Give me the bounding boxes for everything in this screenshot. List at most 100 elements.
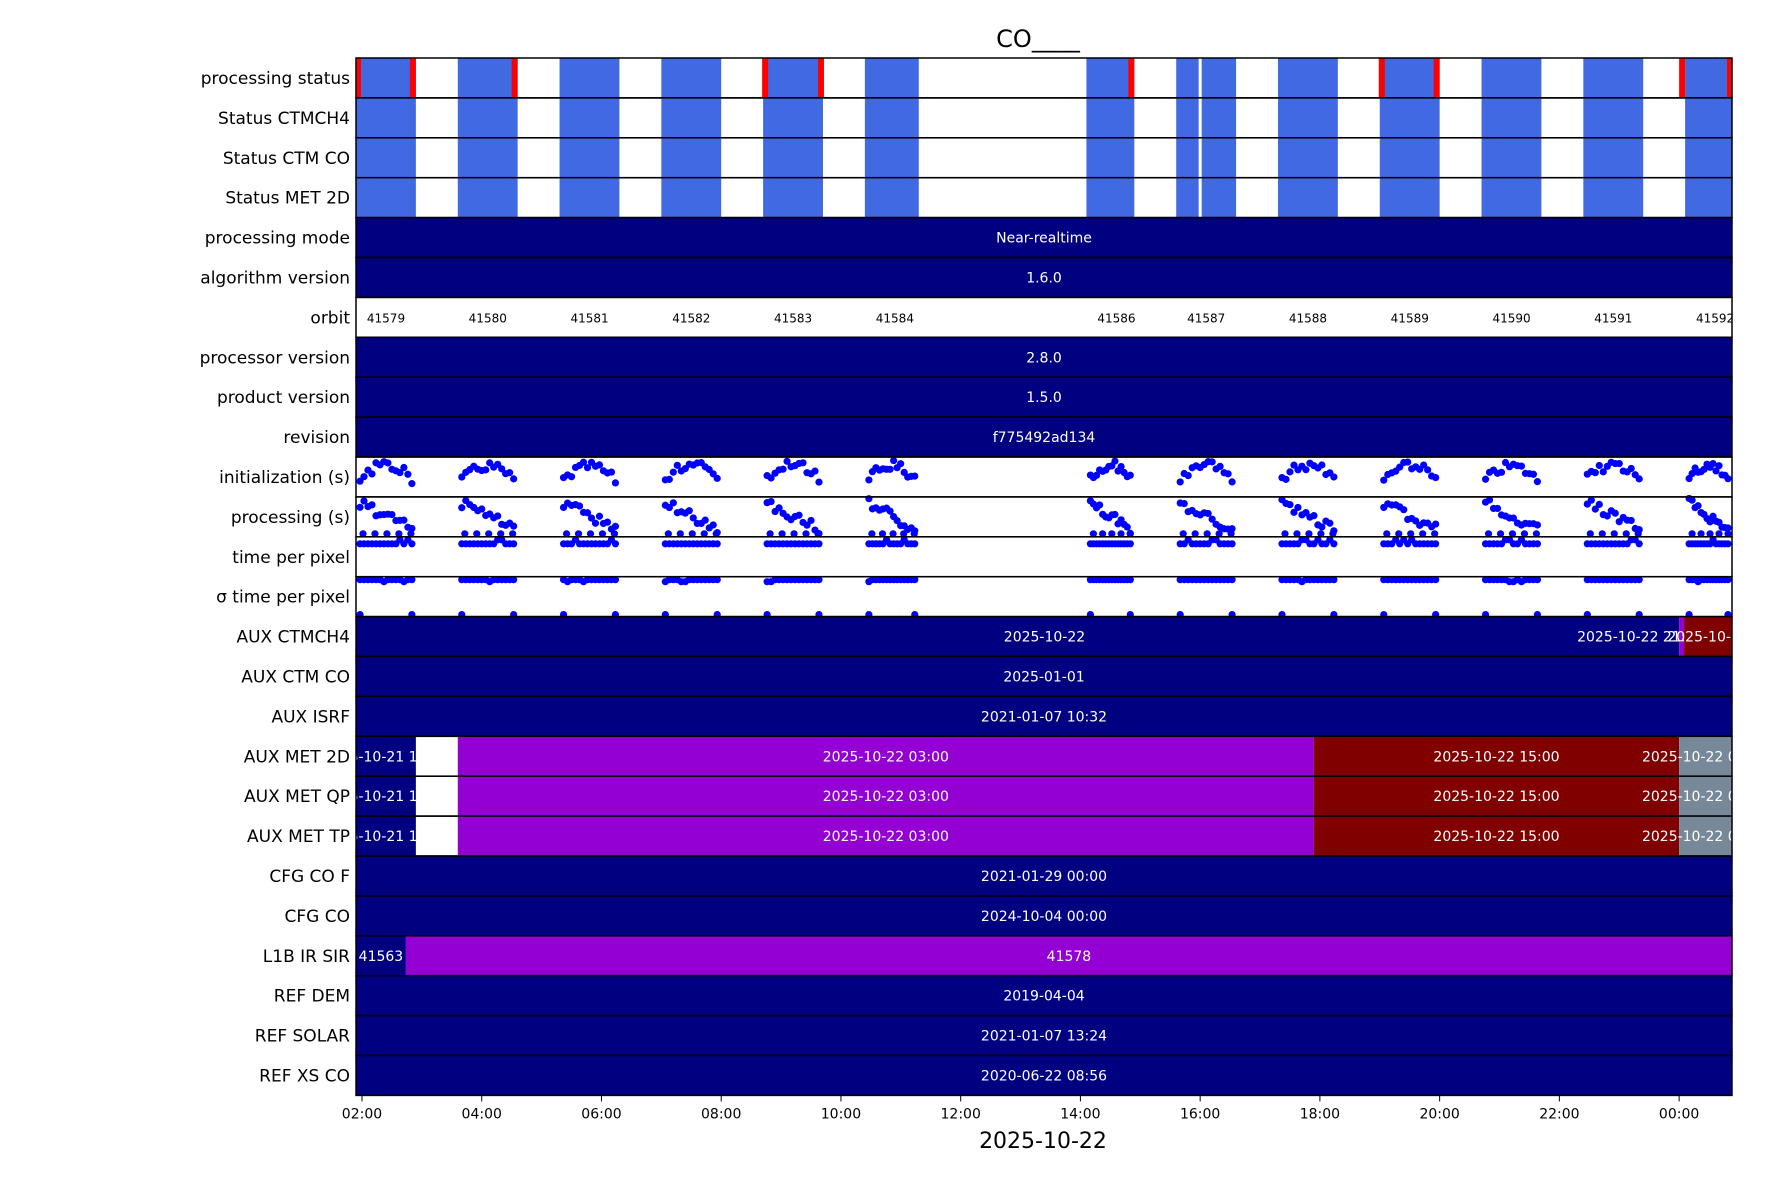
- segment-bar: [1313, 816, 1680, 856]
- orbit-label: 41588: [1289, 311, 1327, 325]
- segment-bar: [1679, 776, 1732, 817]
- data-point: [766, 530, 774, 538]
- data-point: [1395, 530, 1403, 538]
- data-point: [383, 530, 391, 538]
- row-content: [356, 137, 1732, 178]
- data-point: [1208, 515, 1216, 523]
- data-point: [1627, 464, 1635, 473]
- data-point: [562, 530, 571, 538]
- row-processing-s: processing (s): [231, 494, 1733, 538]
- data-point: [1595, 500, 1603, 508]
- segment-bar: [1313, 776, 1680, 817]
- data-point: [1508, 530, 1517, 538]
- data-point: [458, 473, 466, 481]
- status-bar: [1481, 97, 1542, 138]
- data-point: [1281, 530, 1289, 538]
- orbit-label: 41581: [570, 311, 608, 325]
- row-content: 41563 41578: [356, 935, 1732, 976]
- row-label: σ time per pixel: [216, 588, 350, 608]
- data-point: [1228, 478, 1236, 486]
- segment-bar: [356, 616, 1680, 657]
- data-point: [1176, 478, 1184, 486]
- status-flag: [1128, 58, 1135, 98]
- row-label: time per pixel: [232, 548, 350, 568]
- segment-label: 1.6.0: [1026, 270, 1062, 286]
- status-bar: [1583, 177, 1644, 218]
- data-point: [1724, 576, 1732, 584]
- data-point: [611, 522, 620, 530]
- data-point: [408, 576, 416, 584]
- data-point: [799, 459, 807, 467]
- data-point: [388, 510, 396, 519]
- data-point: [1302, 466, 1310, 474]
- row-content: 41579 41580 41581 41582 41583 41584 41586 41587…: [367, 311, 1732, 325]
- data-point: [396, 469, 404, 477]
- data-point: [1724, 475, 1732, 483]
- status-bar: [661, 177, 722, 218]
- row-cfg-co-f: CFG CO F 2021-01-29 00:00: [269, 855, 1733, 897]
- orbit-label: 41584: [876, 311, 914, 325]
- row-label: REF SOLAR: [255, 1027, 350, 1047]
- segment-label: 2025-10-22 03:00: [1642, 829, 1768, 845]
- row-label: AUX CTM CO: [241, 667, 350, 687]
- row-content: 2021-01-29 00:00: [356, 856, 1732, 896]
- data-point: [1635, 475, 1643, 483]
- segment-label: 2025-10-22 03:00: [1642, 749, 1768, 765]
- data-point: [1432, 473, 1440, 482]
- segment-label: Near-realtime: [996, 231, 1092, 247]
- segment-label: 41578: [1047, 949, 1092, 965]
- data-point: [1092, 471, 1101, 479]
- x-tick-label: 22:00: [1539, 1106, 1579, 1122]
- row-content: Near-realtime: [356, 217, 1732, 258]
- row-content: [356, 177, 1732, 218]
- data-point: [1724, 540, 1732, 548]
- status-bar: [1583, 137, 1644, 178]
- data-point: [497, 530, 505, 538]
- data-point: [865, 476, 873, 484]
- data-point: [886, 507, 894, 515]
- data-point: [1485, 496, 1494, 504]
- row-content: 2025-10-21 15:00 2025-10-22 03:00 2025-10-…: [356, 736, 1768, 777]
- data-point: [404, 470, 412, 478]
- data-point: [1595, 461, 1603, 470]
- row-l1b-ir-sir: L1B IR SIR 41563 41578: [263, 935, 1733, 977]
- data-point: [689, 514, 697, 522]
- status-bar: [1277, 177, 1338, 218]
- segment-bar: [457, 776, 1314, 817]
- data-point: [567, 473, 576, 481]
- data-point: [610, 530, 619, 538]
- row-label: processing (s): [231, 508, 350, 528]
- data-point: [1215, 530, 1223, 538]
- row-content: [356, 536, 1732, 548]
- segment-label: 2025-10-21 15:00: [323, 789, 449, 805]
- orbit-label: 41590: [1492, 311, 1530, 325]
- data-point: [1635, 576, 1643, 584]
- orbit-label: 41586: [1097, 311, 1135, 325]
- data-point: [1432, 520, 1440, 528]
- segment-bar: [1679, 616, 1685, 657]
- status-bar: [356, 137, 416, 178]
- row-ref-xs-co: REF XS CO 2020-06-22 08:56: [259, 1054, 1733, 1097]
- data-point: [598, 530, 607, 538]
- data-point: [790, 530, 798, 538]
- data-point: [1111, 510, 1119, 519]
- segment-label: 2025-10-22 15:00: [1433, 749, 1559, 765]
- row-label: processor version: [200, 348, 350, 368]
- data-point: [574, 530, 583, 538]
- status-bar: [1583, 97, 1644, 138]
- data-point: [1520, 530, 1529, 538]
- data-point: [408, 524, 416, 533]
- x-tick-label: 10:00: [821, 1106, 861, 1122]
- data-point: [1407, 530, 1415, 538]
- row-status-met-2d: Status MET 2D: [225, 176, 1733, 219]
- status-bar: [864, 58, 919, 98]
- row-cfg-co: CFG CO 2024-10-04 00:00: [285, 895, 1733, 937]
- segment-label: 2021-01-07 13:24: [981, 1029, 1107, 1045]
- status-bar: [1086, 177, 1135, 218]
- status-bar: [1481, 137, 1542, 178]
- row-content: 2.8.0: [356, 337, 1732, 378]
- data-point: [676, 530, 684, 538]
- segment-label: 2020-06-22 08:56: [981, 1068, 1107, 1084]
- status-bar: [356, 177, 416, 218]
